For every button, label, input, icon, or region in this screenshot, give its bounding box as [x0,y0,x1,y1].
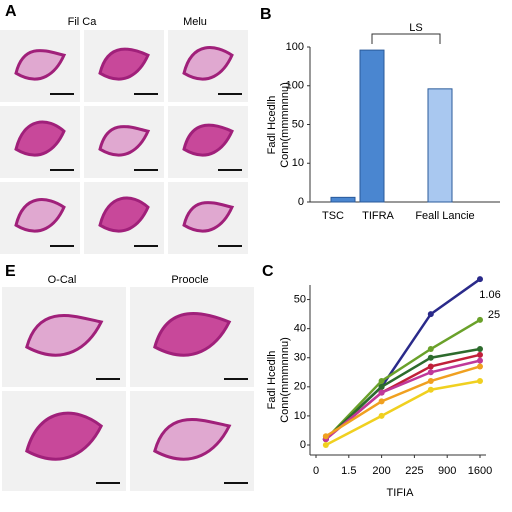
micrographs [0,30,254,491]
x-tick-label: 1600 [468,465,492,477]
point [427,369,434,376]
tissue [182,201,235,233]
tissue [153,312,232,357]
panel-label: C [262,263,274,280]
panel-title: Fil Ca [68,16,98,28]
point [378,389,385,396]
point [427,386,434,393]
panel-title: Melu [183,16,207,28]
y-axis-label: Fadl Hcedlh [266,351,278,410]
point [477,357,483,364]
annotation: 25 [488,309,500,321]
line [325,379,481,447]
point [477,351,483,358]
x-tick-label: 225 [405,465,423,477]
bar [330,196,356,203]
y-tick-label: 50 [294,293,306,305]
y-tick-label: 10 [292,157,304,169]
tissue [153,418,232,461]
tissue [14,198,66,233]
tissue [25,314,104,357]
panel-title: O-Cal [48,274,77,286]
tissue [182,46,234,81]
point [322,442,329,448]
point [427,311,434,318]
bracket [371,33,441,44]
y-tick-label: 30 [294,352,306,364]
y-tick-label: 0 [298,196,304,208]
y-tick-label: 100 [286,41,304,53]
point [378,412,385,419]
point [477,378,483,384]
x-tick-label: 900 [438,465,456,477]
line [324,318,481,441]
point [378,383,385,390]
tissue [98,196,150,233]
panel-title: Proocle [171,274,208,286]
x-tick-label: 1.5 [341,465,356,477]
x-tick-label: 0 [313,465,319,477]
x-tick-label: 200 [372,465,390,477]
annotation: 1.06 [479,289,500,301]
x-tick-label: Feall Lancie [415,210,474,222]
point [427,354,434,361]
panel-label: E [5,263,16,280]
point [477,316,483,323]
point [322,433,329,440]
point [477,363,483,370]
tissue [98,125,151,157]
y-axis-label: Conn(mmmnnnu) [279,337,291,423]
tissue [98,47,150,81]
point [378,378,385,384]
y-tick-label: 40 [294,323,306,335]
tissue [25,411,104,461]
line [325,365,481,438]
y-tick-label: 50 [292,118,304,130]
bar [359,49,385,203]
y-axis-label: Conn(mmmnnnu) [279,82,291,168]
point [427,378,434,384]
line [324,347,481,441]
point [477,346,483,352]
point [477,276,483,283]
line [325,359,481,441]
point [427,363,434,370]
y-axis-label: Fadl Hcedlh [266,96,278,155]
y-tick-label: 0 [300,439,306,451]
tissue [14,49,67,81]
y-tick-label: 10 [294,410,306,422]
point [427,346,434,352]
y-tick-label: 20 [294,381,306,393]
panel-label: B [260,6,272,23]
x-tick-label: TSC [322,210,344,222]
bar [427,88,453,203]
x-axis-label: TIFIA [387,487,415,499]
tissue [14,120,66,157]
y-tick-label: 100 [286,80,304,92]
tissue [182,123,234,157]
annotation: LS [409,22,422,34]
x-tick-label: TIFRA [362,210,394,222]
point [378,398,385,405]
panel-label: A [5,3,17,20]
